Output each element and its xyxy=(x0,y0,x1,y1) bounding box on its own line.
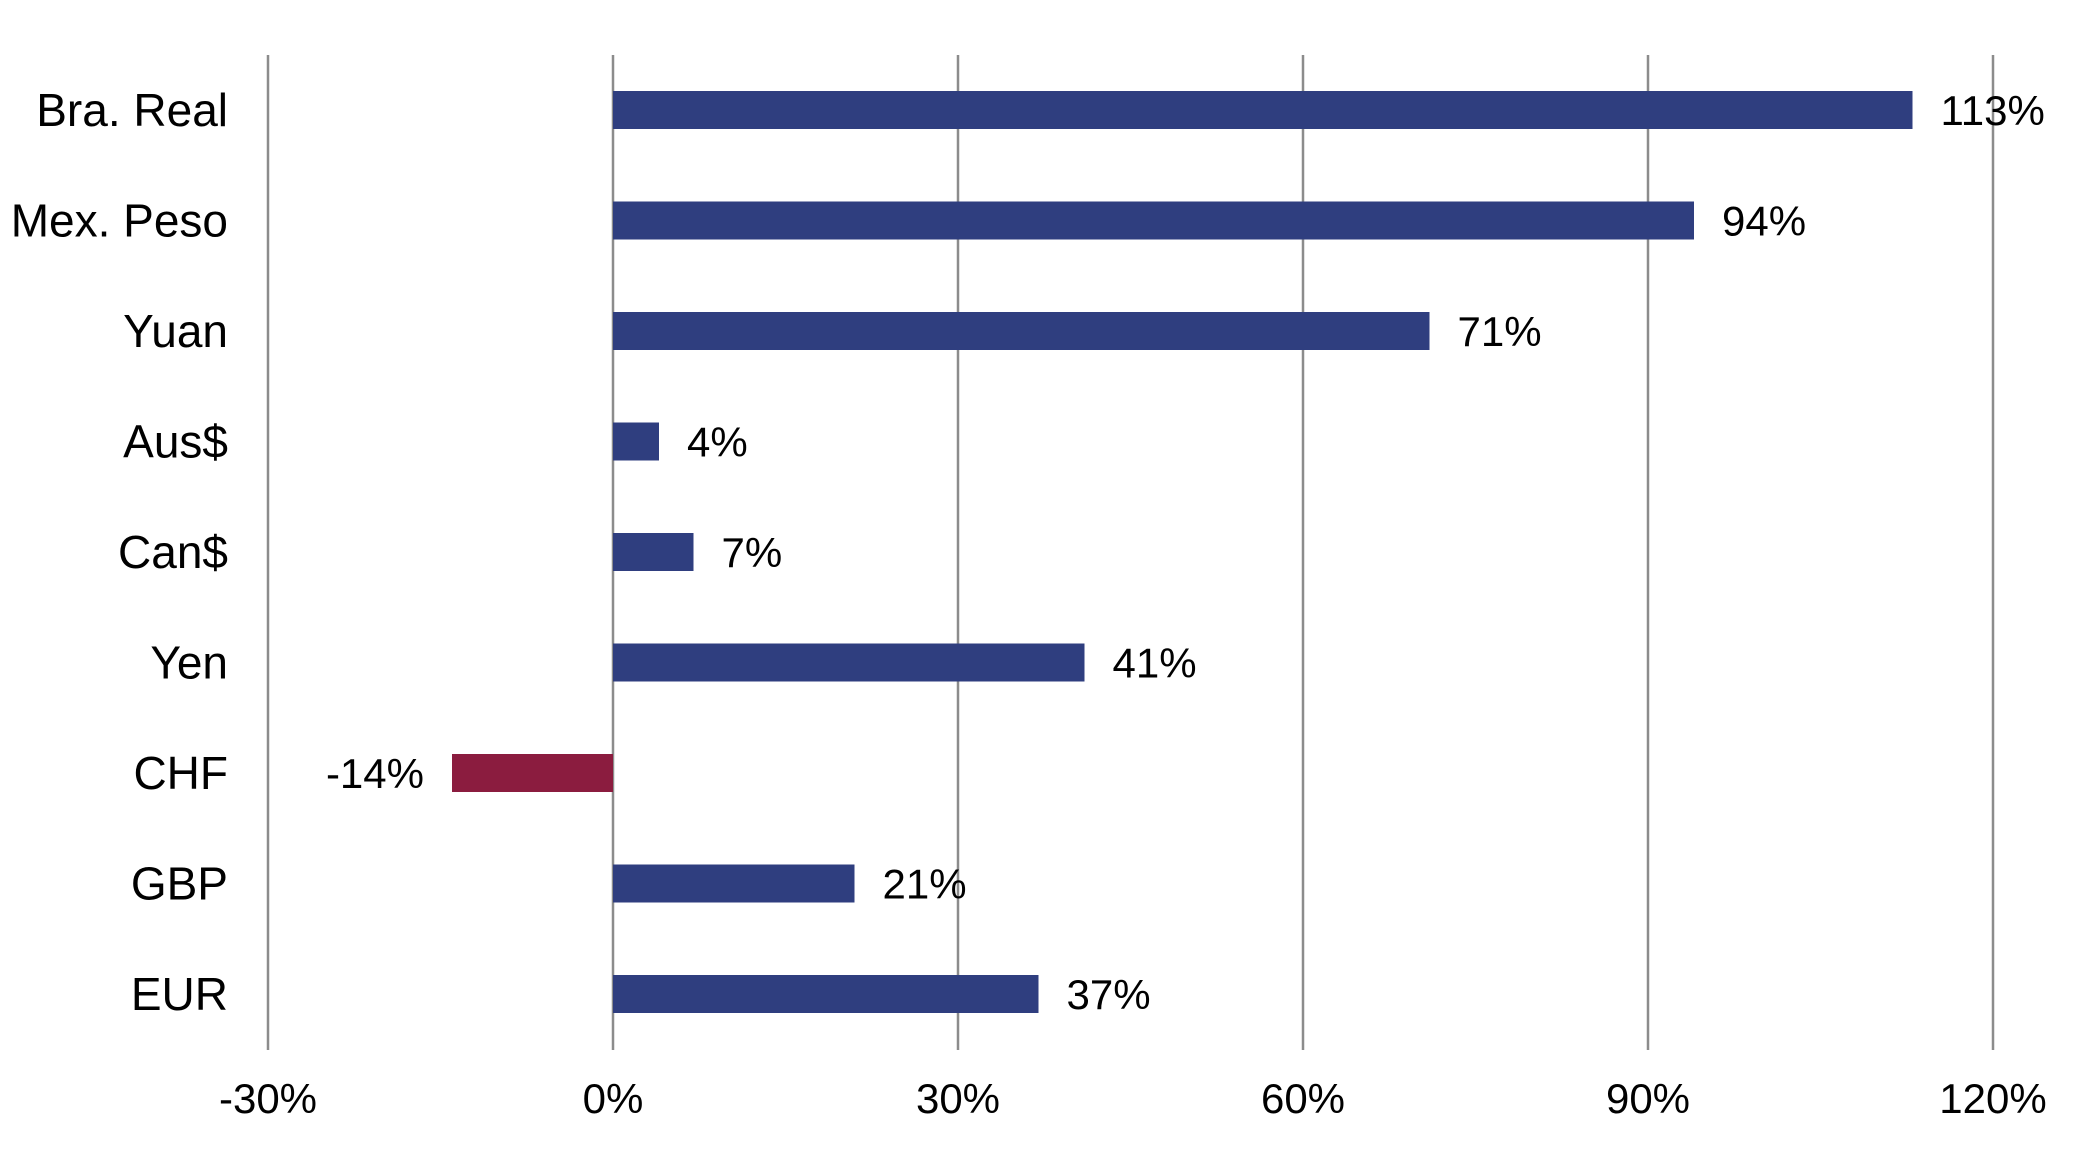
data-label: 37% xyxy=(1067,971,1151,1018)
bar xyxy=(613,533,694,571)
data-label: 21% xyxy=(883,861,967,908)
category-label: EUR xyxy=(131,968,228,1020)
bar xyxy=(613,312,1430,350)
bar xyxy=(613,201,1694,240)
x-tick-label: 30% xyxy=(916,1075,1000,1122)
data-label: 113% xyxy=(1941,87,2045,134)
value-labels: 113% 94% 71% 4% 7% 41% -14% 21% 37% xyxy=(326,87,2045,1018)
data-label: 4% xyxy=(687,419,748,466)
x-tick-labels: -30% 0% 30% 60% 90% 120% xyxy=(219,1075,2047,1122)
category-labels: Bra. Real Mex. Peso Yuan Aus$ Can$ Yen CHF GBP E… xyxy=(11,84,228,1020)
category-label: Mex. Peso xyxy=(11,195,228,247)
bar xyxy=(613,422,659,461)
x-tick-label: 60% xyxy=(1261,1075,1345,1122)
x-tick-label: 0% xyxy=(583,1075,644,1122)
bars xyxy=(452,91,1913,1013)
data-label: 41% xyxy=(1113,640,1197,687)
x-tick-label: -30% xyxy=(219,1075,317,1122)
category-label: Can$ xyxy=(118,526,228,578)
bar xyxy=(613,643,1085,682)
data-label: 7% xyxy=(722,529,783,576)
bar xyxy=(613,864,855,903)
x-tick-label: 90% xyxy=(1606,1075,1690,1122)
category-label: Yen xyxy=(150,637,228,689)
bar xyxy=(613,91,1913,129)
data-label: -14% xyxy=(326,750,424,797)
bar xyxy=(613,975,1039,1013)
category-label: CHF xyxy=(133,747,228,799)
category-label: Yuan xyxy=(123,305,228,357)
category-label: GBP xyxy=(131,858,228,910)
data-label: 71% xyxy=(1458,308,1542,355)
category-label: Aus$ xyxy=(123,416,228,468)
category-label: Bra. Real xyxy=(36,84,228,136)
data-label: 94% xyxy=(1722,198,1806,245)
x-tick-label: 120% xyxy=(1939,1075,2046,1122)
bar xyxy=(452,754,613,792)
